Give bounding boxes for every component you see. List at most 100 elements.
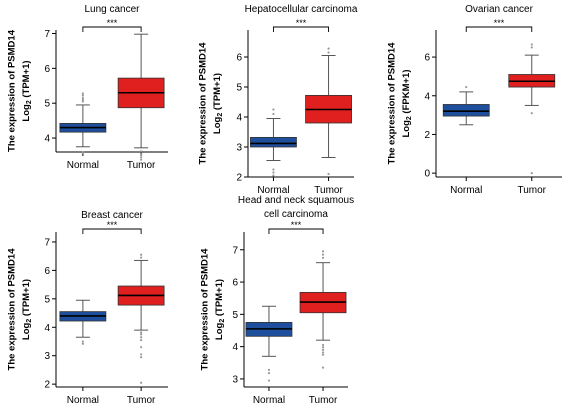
y-axis-label: The expression of PSMD14 bbox=[200, 248, 211, 371]
chart-panel-4: Breast cancer The expression of PSMD14 Log… bbox=[7, 210, 168, 403]
y-tick-label: 6 bbox=[232, 278, 238, 289]
y-tick-label: 2 bbox=[236, 173, 242, 184]
outlier-point bbox=[140, 353, 143, 356]
outlier-point bbox=[267, 379, 271, 382]
significance-bracket bbox=[465, 26, 533, 32]
x-tick-label: Normal bbox=[253, 395, 285, 403]
y-tick-label: 6 bbox=[44, 64, 50, 75]
outlier-point bbox=[140, 336, 143, 339]
outlier-point bbox=[321, 366, 325, 369]
outlier-point bbox=[140, 356, 143, 359]
outlier-point bbox=[272, 171, 275, 174]
y-axis-label-log: Log2 (TPM+1) bbox=[212, 73, 224, 134]
outlier-point bbox=[140, 156, 143, 159]
x-tick-label: Normal bbox=[67, 160, 99, 171]
significance-label: *** bbox=[494, 18, 505, 28]
outlier-point bbox=[81, 342, 84, 345]
chart-panel-2: Hepatocellular carcinoma The expression o… bbox=[198, 4, 358, 196]
y-tick-label: 5 bbox=[44, 99, 50, 110]
y-tick-label: 4 bbox=[44, 134, 50, 145]
significance-label: *** bbox=[291, 220, 302, 230]
outlier-point bbox=[81, 340, 84, 343]
outlier-point bbox=[530, 43, 533, 46]
outlier-point bbox=[530, 172, 533, 175]
y-tick-label: 4 bbox=[232, 342, 238, 353]
outlier-point bbox=[267, 372, 271, 375]
outlier-point bbox=[140, 153, 143, 156]
box-normal bbox=[250, 136, 297, 148]
y-tick-label: 6 bbox=[236, 53, 242, 64]
y-axis-label-log: Log2 (TPM+1) bbox=[21, 60, 33, 121]
x-tick-label: Tumor bbox=[517, 185, 546, 196]
outlier-point bbox=[327, 47, 330, 50]
chart-title: Head and neck squamous bbox=[238, 195, 354, 206]
y-tick-label: 6 bbox=[424, 53, 430, 64]
significance-bracket bbox=[82, 228, 142, 234]
outlier-point bbox=[321, 346, 325, 349]
x-tick-label: Tumor bbox=[314, 185, 343, 196]
x-tick-label: Tumor bbox=[127, 160, 156, 171]
y-tick-label: 7 bbox=[232, 245, 238, 256]
x-tick-label: Tumor bbox=[309, 395, 338, 403]
significance-bracket bbox=[82, 26, 142, 32]
outlier-point bbox=[272, 108, 275, 111]
y-tick-label: 2 bbox=[44, 380, 50, 391]
y-tick-label: 3 bbox=[236, 143, 242, 154]
chart-title: Breast cancer bbox=[81, 210, 143, 221]
outlier-point bbox=[140, 158, 143, 161]
outlier-point bbox=[321, 253, 325, 256]
y-axis-label: The expression of PSMD14 bbox=[7, 29, 18, 152]
y-tick-label: 5 bbox=[44, 294, 50, 305]
y-tick-label: 4 bbox=[236, 113, 242, 124]
y-tick-label: 5 bbox=[236, 83, 242, 94]
outlier-point bbox=[321, 351, 325, 354]
x-tick-label: Normal bbox=[450, 185, 482, 196]
box-normal bbox=[442, 104, 490, 117]
y-tick-label: 4 bbox=[424, 91, 430, 102]
outlier-point bbox=[321, 256, 325, 259]
outlier-point bbox=[272, 112, 275, 116]
outlier-point bbox=[530, 46, 533, 49]
outlier-point bbox=[272, 168, 275, 171]
outlier-point bbox=[272, 174, 275, 177]
y-axis-label: The expression of PSMD14 bbox=[7, 248, 18, 371]
y-axis-label-log: Log2 (TPM+1) bbox=[21, 279, 33, 340]
outlier-point bbox=[81, 100, 84, 103]
y-tick-label: 0 bbox=[424, 169, 430, 180]
chart-panel-1: Lung cancer The expression of PSMD14 Log2 … bbox=[7, 4, 168, 171]
y-axis-label-log: Log2 (FPKM+1) bbox=[401, 69, 413, 137]
chart-title: Hepatocellular carcinoma bbox=[245, 4, 358, 15]
x-tick-label: Normal bbox=[67, 395, 99, 403]
y-axis-label-log: Log2 (TPM+1) bbox=[214, 279, 226, 340]
significance-label: *** bbox=[107, 220, 118, 230]
chart-title: Ovarian cancer bbox=[465, 4, 533, 15]
significance-bracket bbox=[268, 228, 324, 234]
outlier-point bbox=[81, 96, 84, 100]
y-tick-label: 7 bbox=[44, 29, 50, 40]
y-tick-label: 3 bbox=[232, 374, 238, 385]
y-tick-label: 6 bbox=[44, 266, 50, 277]
significance-label: *** bbox=[296, 18, 307, 28]
significance-label: *** bbox=[107, 18, 118, 28]
y-tick-label: 3 bbox=[44, 351, 50, 362]
outlier-point bbox=[321, 348, 325, 351]
chart-title: Lung cancer bbox=[84, 4, 140, 15]
outlier-point bbox=[140, 333, 143, 336]
outlier-point bbox=[140, 381, 143, 384]
outlier-point bbox=[81, 94, 84, 97]
outlier-point bbox=[140, 346, 143, 349]
y-tick-label: 2 bbox=[424, 130, 430, 141]
outlier-point bbox=[321, 343, 325, 347]
y-tick-label: 4 bbox=[44, 323, 50, 334]
outlier-point bbox=[327, 51, 330, 54]
y-tick-label: 7 bbox=[44, 237, 50, 248]
y-tick-label: 5 bbox=[232, 310, 238, 321]
outlier-point bbox=[140, 338, 143, 342]
chart-title: cell carcinoma bbox=[264, 209, 328, 220]
outlier-point bbox=[267, 368, 271, 371]
outlier-point bbox=[140, 331, 143, 334]
outlier-point bbox=[140, 253, 143, 256]
outlier-point bbox=[321, 250, 325, 253]
x-tick-label: Tumor bbox=[127, 395, 156, 403]
